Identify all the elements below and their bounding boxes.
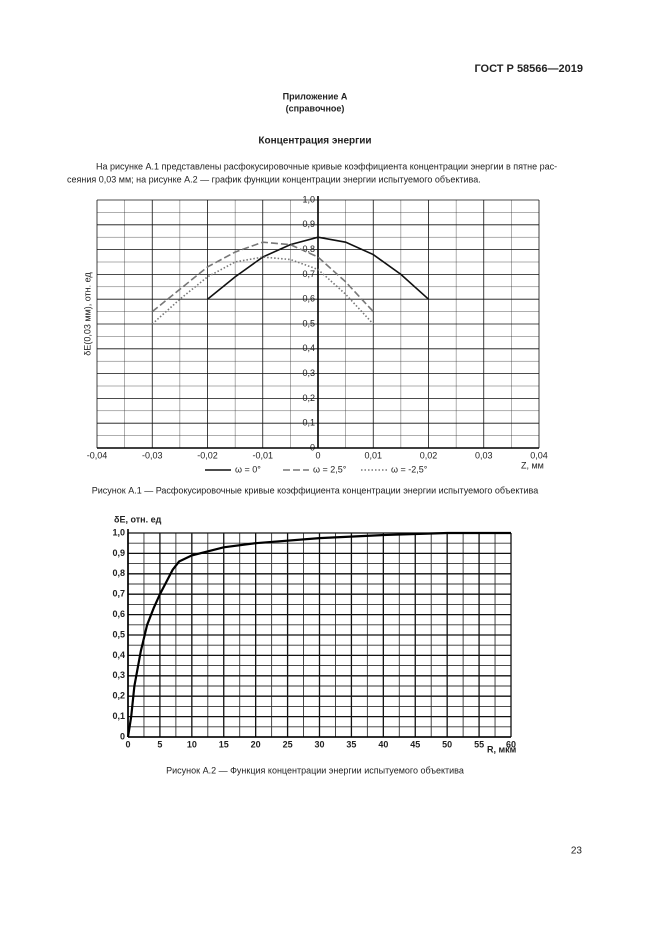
x-tick-label: 0,03 bbox=[475, 450, 493, 460]
x-axis-label: Z, мм bbox=[521, 460, 544, 470]
y-tick-label: 0,7 bbox=[112, 589, 125, 599]
y-tick-label: 0,5 bbox=[112, 629, 125, 639]
y-tick-label: 0,1 bbox=[302, 418, 315, 428]
appendix-title: Приложение А bbox=[283, 91, 348, 101]
y-tick-label: 0,2 bbox=[302, 393, 315, 403]
y-tick-label: 0,5 bbox=[302, 318, 315, 328]
y-tick-label: 0,4 bbox=[112, 650, 125, 660]
series-line bbox=[206, 236, 430, 300]
y-axis-label: δE(0,03 мм), отн. ед bbox=[82, 272, 92, 356]
x-tick-label: 35 bbox=[346, 739, 356, 749]
x-tick-label: -0,03 bbox=[142, 450, 163, 460]
y-tick-label: 0,8 bbox=[112, 568, 125, 578]
y-tick-label: 0,7 bbox=[302, 269, 315, 279]
y-tick-label: 0,6 bbox=[302, 294, 315, 304]
x-tick-label: 55 bbox=[474, 739, 484, 749]
series-line bbox=[151, 256, 374, 325]
y-tick-label: 0,2 bbox=[112, 691, 125, 701]
x-tick-label: 25 bbox=[283, 739, 293, 749]
x-tick-label: -0,04 bbox=[87, 450, 108, 460]
y-tick-label: 0,8 bbox=[302, 244, 315, 254]
y-tick-label: 0,3 bbox=[112, 670, 125, 680]
x-tick-label: 10 bbox=[187, 739, 197, 749]
x-tick-label: 5 bbox=[157, 739, 162, 749]
series-line bbox=[151, 241, 374, 313]
appendix-note: (справочное) bbox=[286, 103, 345, 113]
x-tick-label: 0 bbox=[315, 450, 320, 460]
y-tick-label: 0,1 bbox=[112, 711, 125, 721]
figure-caption: Рисунок А.1 — Расфокусировочные кривые к… bbox=[92, 485, 539, 495]
figure-caption: Рисунок А.2 — Функция концентрации энерг… bbox=[166, 765, 464, 775]
x-tick-label: 20 bbox=[251, 739, 261, 749]
paragraph-line: На рисунке А.1 представлены расфокусиров… bbox=[96, 161, 557, 171]
y-tick-label: 0,6 bbox=[112, 609, 125, 619]
x-axis-label: R, мкм bbox=[487, 744, 517, 754]
x-tick-label: 0 bbox=[125, 739, 130, 749]
x-tick-label: 15 bbox=[219, 739, 229, 749]
y-tick-label: 0,9 bbox=[112, 548, 125, 558]
page-number: 23 bbox=[571, 846, 583, 857]
x-tick-label: 45 bbox=[410, 739, 420, 749]
y-tick-label: 0,4 bbox=[302, 343, 315, 353]
x-tick-label: 30 bbox=[314, 739, 324, 749]
legend-label: ω = 0° bbox=[235, 464, 261, 474]
y-tick-label: 0 bbox=[120, 731, 125, 741]
x-tick-label: 0,01 bbox=[364, 450, 382, 460]
x-tick-label: 0,04 bbox=[530, 450, 548, 460]
y-tick-label: 0,3 bbox=[302, 368, 315, 378]
x-tick-label: 60 bbox=[506, 739, 516, 749]
x-tick-label: 50 bbox=[442, 739, 452, 749]
doc-code: ГОСТ Р 58566—2019 bbox=[474, 63, 583, 75]
y-tick-label: 1,0 bbox=[112, 527, 125, 537]
legend-label: ω = -2,5° bbox=[391, 464, 428, 474]
x-tick-label: 0,02 bbox=[420, 450, 438, 460]
y-axis-label: δE, отн. ед bbox=[114, 514, 162, 524]
x-tick-label: 40 bbox=[378, 739, 388, 749]
legend-label: ω = 2,5° bbox=[313, 464, 347, 474]
series-line bbox=[126, 531, 511, 738]
x-tick-label: -0,01 bbox=[252, 450, 273, 460]
y-tick-label: 0,9 bbox=[302, 219, 315, 229]
x-tick-label: -0,02 bbox=[197, 450, 218, 460]
paragraph-line: сеяния 0,03 мм; на рисунке А.2 — график … bbox=[67, 174, 481, 184]
section-title: Концентрация энергии bbox=[258, 136, 371, 147]
y-tick-label: 1,0 bbox=[302, 194, 315, 204]
